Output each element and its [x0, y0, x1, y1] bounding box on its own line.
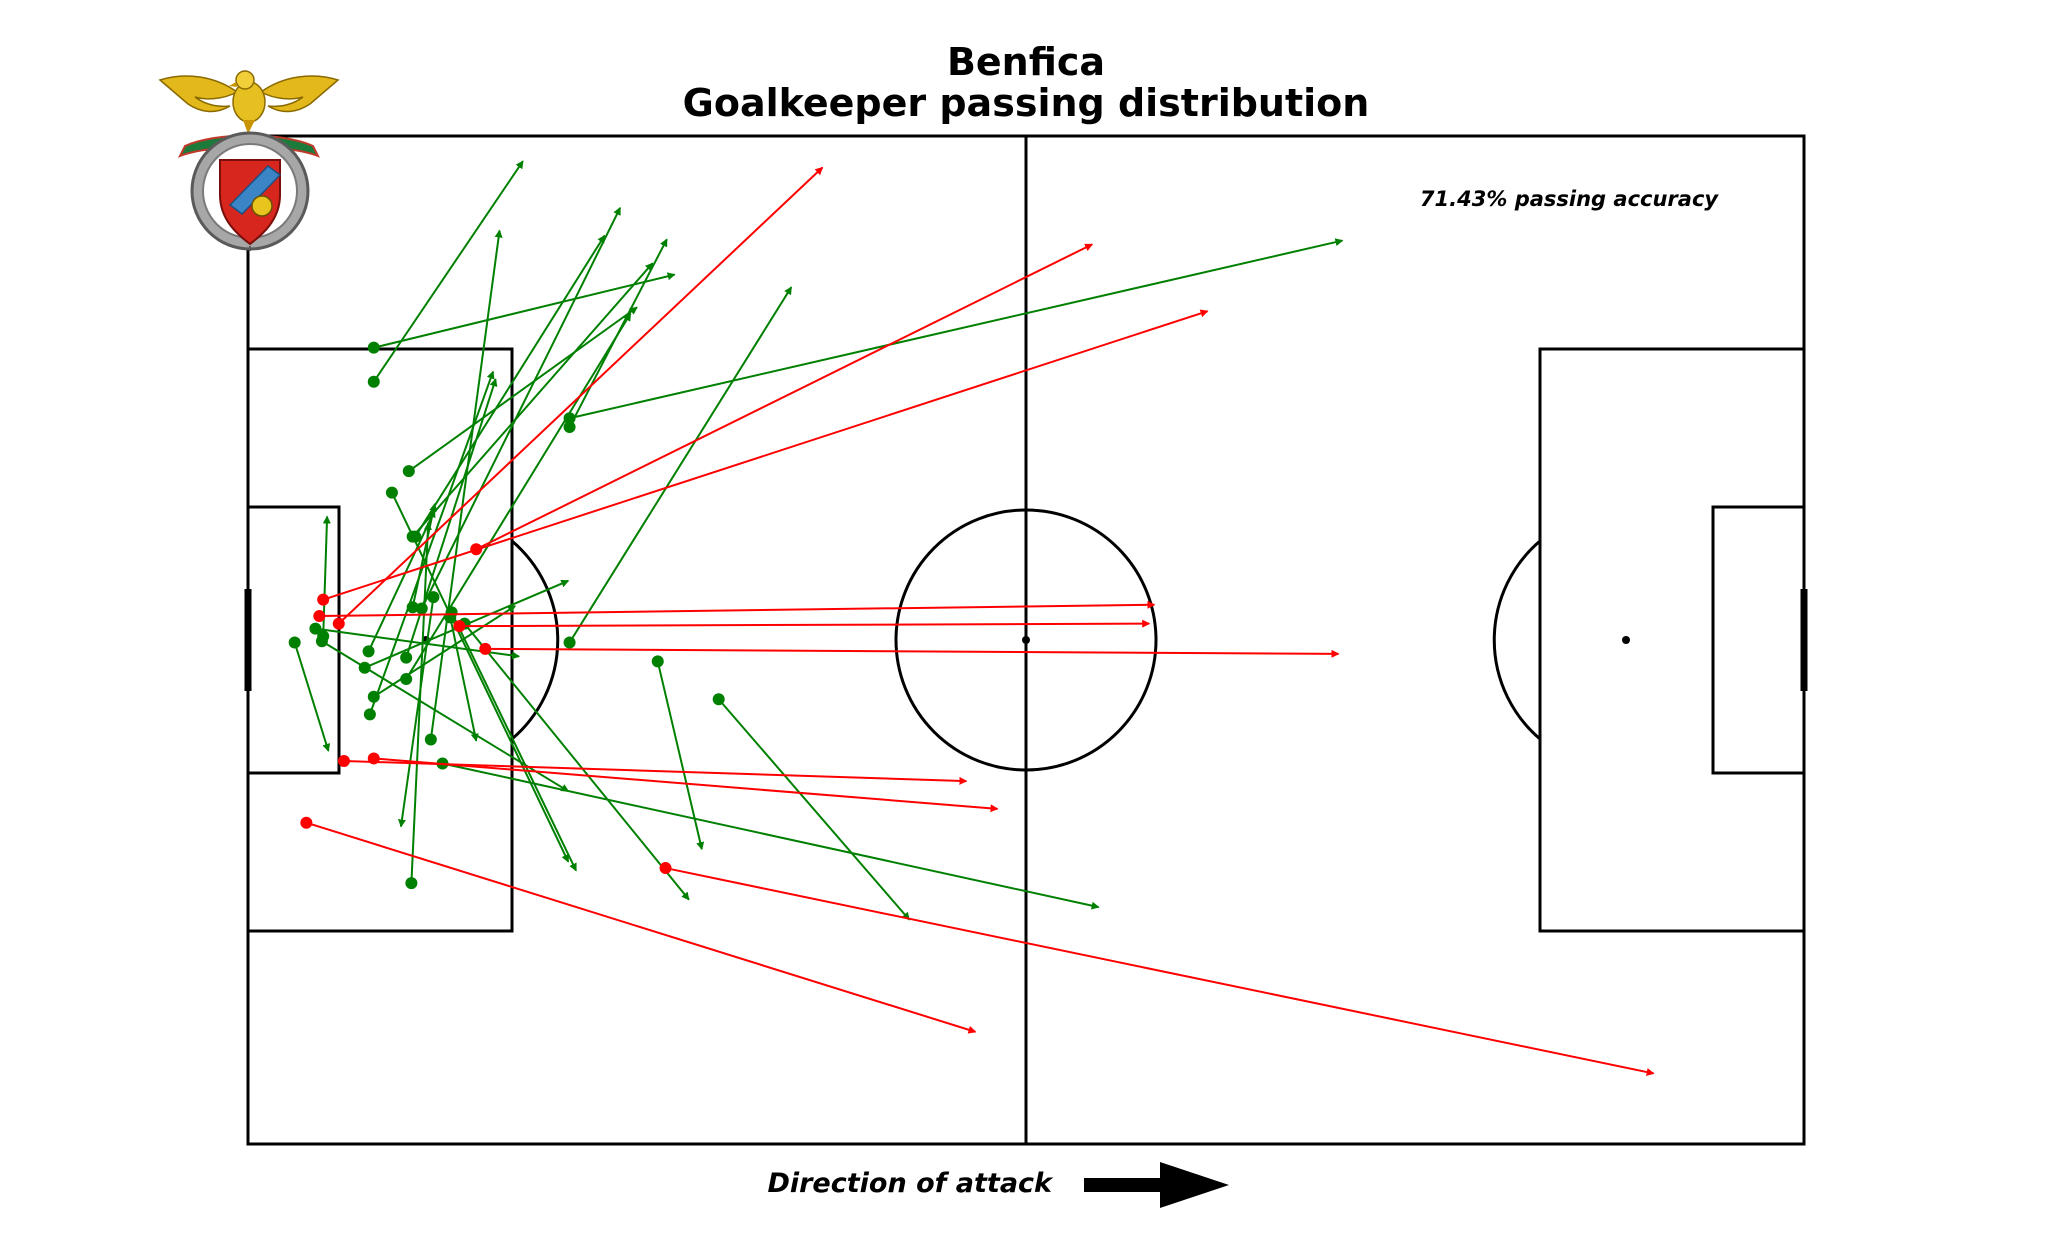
pass-arrow-successful: [373, 272, 676, 349]
pass-origin-successful: [406, 530, 419, 543]
pass-origin-successful: [424, 733, 437, 746]
pass-origin-unsuccessful: [659, 862, 672, 875]
pass-arrow-successful: [717, 698, 911, 921]
pass-origin-successful: [367, 341, 380, 354]
pass-origin-unsuccessful: [367, 752, 380, 765]
pass-arrow-successful: [569, 238, 1344, 420]
pass-arrow-successful: [293, 642, 331, 752]
pass-arrow-successful: [398, 597, 435, 828]
pass-arrow-unsuccessful: [485, 647, 1340, 658]
chart-subtitle: Goalkeeper passing distribution: [683, 81, 1370, 125]
pass-arrow-unsuccessful: [665, 867, 1655, 1076]
pass-arrow-successful: [367, 509, 436, 652]
pass-arrow-successful: [429, 229, 503, 740]
left-penalty-arc: [511, 539, 560, 741]
pass-origin-successful: [385, 486, 398, 499]
passes-layer: [288, 160, 1655, 1076]
pass-arrow-successful: [414, 234, 606, 538]
pass-arrow-successful: [368, 370, 495, 715]
pass-origin-successful: [563, 412, 576, 425]
chart-title: Benfica: [947, 40, 1105, 84]
pass-origin-successful: [406, 601, 419, 614]
pass-arrow-successful: [420, 206, 622, 609]
pass-origin-unsuccessful: [317, 593, 330, 606]
pass-origin-successful: [651, 655, 664, 668]
eagle-icon: [158, 70, 340, 134]
pass-arrow-unsuccessful: [338, 166, 824, 625]
pass-origin-unsuccessful: [337, 754, 350, 767]
right-penalty-arc: [1492, 539, 1541, 741]
pass-origin-successful: [427, 591, 440, 604]
pass-arrow-unsuccessful: [373, 757, 999, 813]
center-circle: [894, 508, 1158, 772]
direction-arrow-icon: [1084, 1162, 1229, 1208]
pass-arrow-successful: [411, 502, 438, 608]
pass-arrow-successful: [656, 661, 705, 851]
pass-arrow-successful: [449, 617, 479, 742]
pass-arrow-successful: [408, 306, 638, 472]
pass-origin-successful: [402, 465, 415, 478]
pass-origin-successful: [563, 636, 576, 649]
pass-arrow-successful: [411, 262, 654, 538]
pass-origin-successful: [288, 636, 301, 649]
pass-origin-successful: [400, 673, 413, 686]
right-six-yard-box: [1711, 505, 1806, 775]
pass-origin-successful: [563, 421, 576, 434]
pass-arrow-unsuccessful: [319, 600, 1156, 618]
pass-origin-successful: [362, 645, 375, 658]
pass-arrow-successful: [568, 286, 793, 644]
pass-arrow-successful: [450, 611, 577, 872]
pass-origin-successful: [309, 622, 322, 635]
center-spot: [1022, 636, 1030, 644]
pass-arrow-successful: [405, 312, 632, 680]
pass-origin-unsuccessful: [300, 816, 313, 829]
pass-arrow-successful: [442, 762, 1100, 910]
passing-accuracy-annotation: 71.43% passing accuracy: [1420, 187, 1719, 211]
pass-arrow-unsuccessful: [475, 243, 1094, 551]
pass-origin-unsuccessful: [470, 543, 483, 556]
pass-arrow-successful: [373, 605, 516, 698]
pass-origin-successful: [712, 693, 725, 706]
pass-origin-successful: [400, 651, 413, 664]
benfica-crest-logo: [158, 70, 340, 251]
pass-origin-unsuccessful: [313, 610, 326, 623]
pass-arrow-unsuccessful: [306, 821, 977, 1034]
pass-arrow-successful: [410, 521, 432, 884]
pass-origin-successful: [367, 375, 380, 388]
pass-origin-successful: [363, 708, 376, 721]
pass-arrow-unsuccessful: [322, 309, 1209, 601]
pass-origin-successful: [315, 635, 328, 648]
pass-origin-successful: [405, 877, 418, 890]
pass-arrow-successful: [463, 622, 690, 901]
pass-arrow-unsuccessful: [459, 619, 1151, 628]
right-penalty-spot: [1622, 636, 1630, 644]
direction-of-attack-label: Direction of attack: [767, 1168, 1054, 1199]
pass-origin-unsuccessful: [479, 642, 492, 655]
pass-origin-successful: [367, 690, 380, 703]
pass-origin-unsuccessful: [453, 620, 466, 633]
pass-origin-unsuccessful: [332, 617, 345, 630]
pass-arrow-successful: [372, 160, 524, 383]
pass-arrow-successful: [391, 492, 570, 863]
pitch: [244, 134, 1808, 1146]
right-penalty-area: [1538, 347, 1806, 933]
